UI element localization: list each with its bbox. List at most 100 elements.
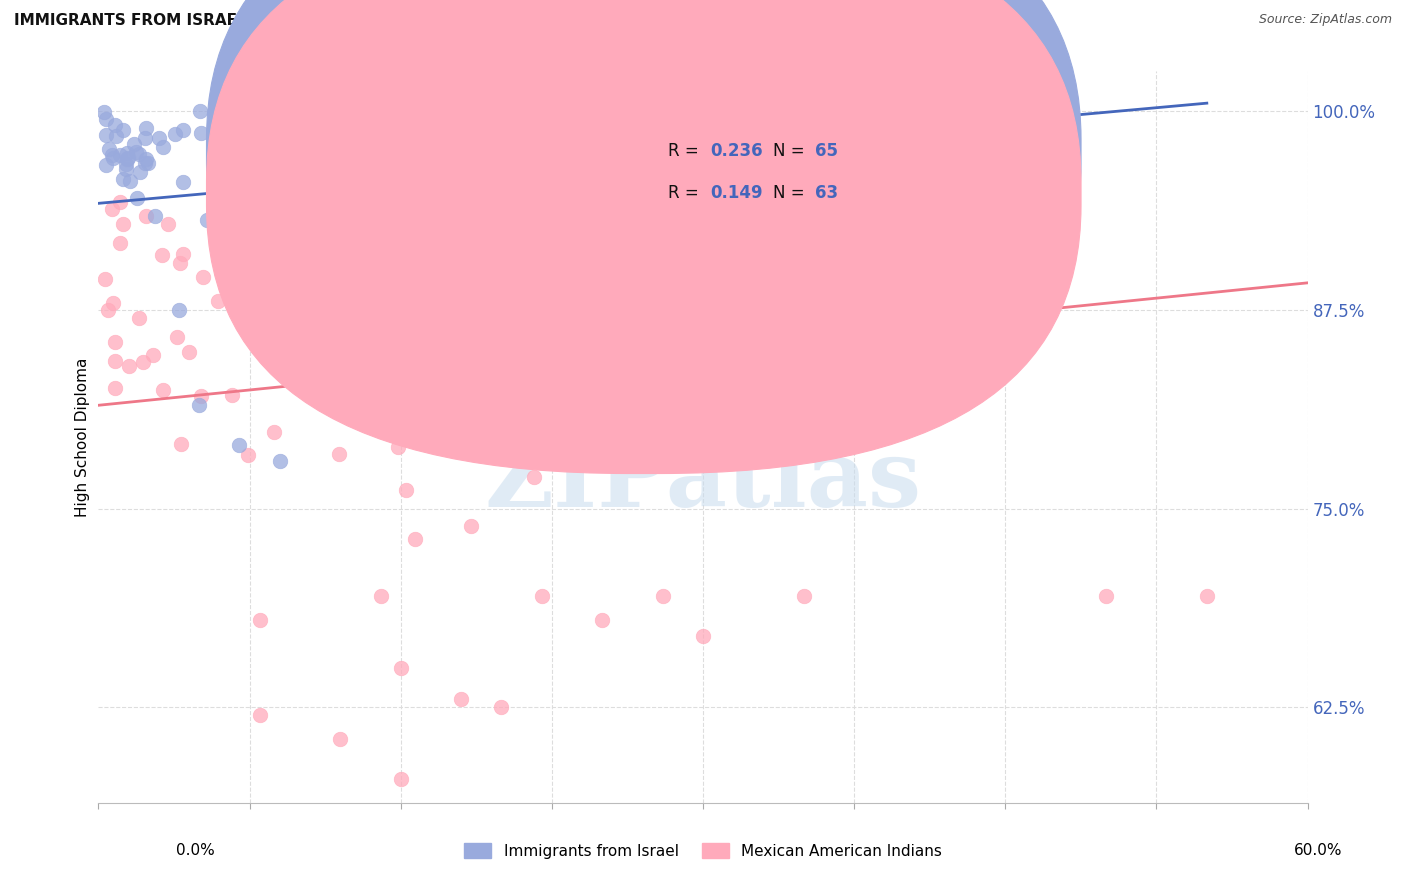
Point (637, 195, 659, 210)
Text: 65: 65 (815, 142, 838, 161)
Point (188, 398, 211, 412)
Point (172, 247, 194, 261)
Point (530, 302, 553, 317)
Point (231, 112, 253, 126)
Point (122, 136, 145, 151)
Point (242, 161, 264, 175)
Point (457, 379, 479, 393)
Point (134, 131, 156, 145)
Point (142, 348, 165, 362)
Point (399, 363, 422, 377)
Point (460, 518, 482, 533)
Point (596, 285, 619, 300)
Point (602, 310, 624, 324)
Point (228, 438, 250, 452)
Point (630, 278, 652, 293)
Point (136, 156, 159, 170)
Point (94, 272, 117, 286)
Point (195, 212, 218, 227)
Point (191, 269, 214, 284)
Point (609, 179, 631, 194)
Point (169, 256, 191, 270)
Point (148, 131, 170, 145)
Point (236, 448, 259, 462)
Text: 60.0%: 60.0% (1295, 843, 1343, 858)
Point (190, 389, 212, 403)
Point (491, 700, 513, 714)
Point (314, 237, 336, 252)
Text: 63: 63 (815, 185, 838, 202)
Point (226, 233, 249, 247)
Point (114, 161, 136, 176)
Point (97, 302, 120, 317)
Point (157, 217, 180, 231)
Point (444, 406, 467, 420)
Point (692, 629, 714, 643)
Point (481, 443, 503, 458)
Point (266, 215, 288, 229)
Point (280, 225, 302, 239)
Point (132, 355, 155, 369)
Point (567, 244, 589, 258)
Point (101, 148, 124, 162)
Point (221, 388, 243, 402)
Point (430, 302, 453, 317)
Point (662, 336, 685, 351)
Point (793, 589, 815, 603)
Text: 0.0%: 0.0% (176, 843, 215, 858)
Point (179, 344, 201, 359)
Point (120, 174, 142, 188)
Point (170, 437, 193, 451)
Point (103, 334, 125, 349)
Point (263, 425, 285, 439)
Point (104, 381, 127, 395)
Text: 0.236: 0.236 (710, 142, 762, 161)
Point (651, 589, 673, 603)
Point (188, 104, 211, 119)
Legend: Immigrants from Israel, Mexican American Indians: Immigrants from Israel, Mexican American… (458, 837, 948, 864)
Point (125, 145, 148, 159)
Point (517, 420, 540, 434)
Point (101, 151, 124, 165)
Point (249, 613, 271, 627)
Text: R =: R = (668, 185, 703, 202)
Point (269, 454, 291, 468)
Point (460, 190, 482, 204)
Point (389, 772, 412, 786)
Point (118, 359, 141, 373)
Point (172, 175, 194, 189)
Point (232, 169, 254, 183)
Point (94, 158, 117, 172)
Point (101, 295, 124, 310)
Text: Source: ZipAtlas.com: Source: ZipAtlas.com (1258, 13, 1392, 27)
Point (104, 354, 127, 368)
Point (135, 120, 157, 135)
Point (117, 146, 139, 161)
Point (166, 330, 188, 344)
Point (1095, 589, 1118, 603)
Point (530, 589, 553, 603)
Text: N =: N = (773, 142, 810, 161)
Point (253, 309, 276, 323)
Point (128, 147, 150, 161)
Point (329, 732, 352, 747)
Y-axis label: High School Diploma: High School Diploma (75, 358, 90, 516)
Point (150, 247, 173, 261)
Point (108, 235, 131, 250)
Point (190, 126, 212, 140)
Point (217, 166, 239, 180)
Point (127, 191, 149, 205)
Point (152, 140, 174, 154)
Point (207, 293, 229, 308)
Point (387, 440, 409, 454)
Text: 0.149: 0.149 (710, 185, 762, 202)
Text: IMMIGRANTS FROM ISRAEL VS MEXICAN AMERICAN INDIAN HIGH SCHOOL DIPLOMA CORRELATIO: IMMIGRANTS FROM ISRAEL VS MEXICAN AMERIC… (14, 13, 917, 29)
Point (94, 112, 117, 126)
Point (245, 124, 267, 138)
Point (94, 128, 117, 142)
Point (135, 209, 157, 223)
Point (163, 127, 186, 141)
Point (280, 245, 302, 260)
Point (143, 209, 166, 223)
Point (329, 302, 352, 317)
